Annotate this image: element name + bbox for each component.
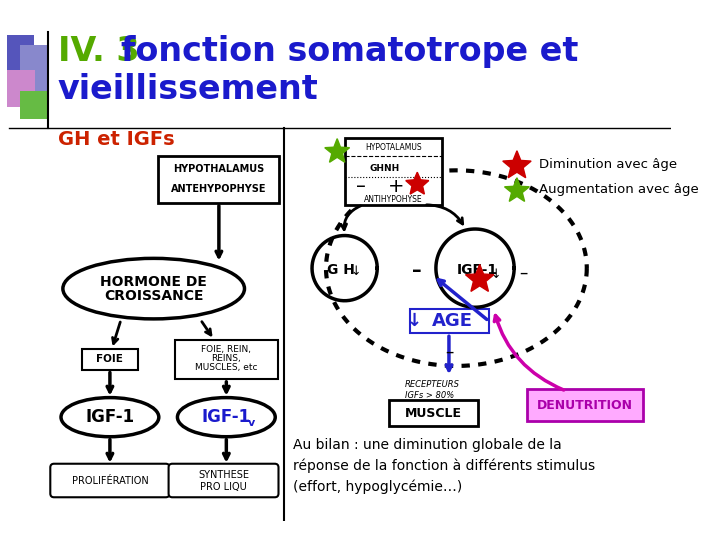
Polygon shape [505,178,529,201]
Text: –: – [445,343,453,361]
FancyBboxPatch shape [158,157,279,203]
Text: IGF-1: IGF-1 [456,263,498,277]
Text: FOIE, REIN,: FOIE, REIN, [202,345,251,354]
Text: HYPOTALAMUS: HYPOTALAMUS [365,143,422,152]
Text: FOIE: FOIE [96,354,123,364]
Text: SYNTHESE: SYNTHESE [198,470,249,480]
Text: AGE: AGE [432,312,473,330]
Text: ↓: ↓ [407,312,422,330]
Text: ↓: ↓ [490,268,501,281]
FancyBboxPatch shape [7,35,34,96]
FancyBboxPatch shape [345,138,442,205]
Text: IV. 3: IV. 3 [58,35,151,68]
Text: GHNH: GHNH [369,164,400,173]
Text: IGF-1: IGF-1 [86,408,135,426]
Text: Augmentation avec âge: Augmentation avec âge [539,184,699,197]
FancyBboxPatch shape [527,389,643,421]
FancyBboxPatch shape [50,464,169,497]
FancyBboxPatch shape [410,309,489,333]
Text: RECEPTEURS: RECEPTEURS [405,380,460,389]
Text: Diminution avec âge: Diminution avec âge [539,158,678,171]
Polygon shape [325,139,350,162]
Text: PRO LIQU: PRO LIQU [200,482,247,492]
Polygon shape [466,265,494,292]
Text: +: + [387,177,404,195]
FancyBboxPatch shape [175,340,278,379]
Polygon shape [503,151,531,178]
FancyBboxPatch shape [390,400,478,427]
Text: HYPOTHALAMUS: HYPOTHALAMUS [174,164,264,174]
Text: IGFs > 80%: IGFs > 80% [405,391,454,400]
FancyBboxPatch shape [20,45,47,91]
Text: GH et IGFs: GH et IGFs [58,130,174,149]
Text: ANTIHYPOHYSE: ANTIHYPOHYSE [364,195,423,204]
FancyBboxPatch shape [20,91,48,119]
Text: –: – [356,177,366,195]
Text: G H: G H [327,263,355,277]
FancyBboxPatch shape [82,349,138,370]
Text: ↓: ↓ [351,265,361,278]
Ellipse shape [61,397,159,437]
Text: CROISSANCE: CROISSANCE [104,289,204,303]
Text: ANTEHYPOPHYSE: ANTEHYPOPHYSE [171,184,266,194]
Text: DENUTRITION: DENUTRITION [537,399,633,411]
FancyBboxPatch shape [7,70,35,107]
Ellipse shape [63,258,245,319]
Text: –: – [413,260,422,280]
Text: vieillissement: vieillissement [58,72,318,105]
Text: IGF-1: IGF-1 [202,408,251,426]
Text: –: – [519,264,528,282]
Text: MUSCLE: MUSCLE [405,407,462,420]
Text: v: v [248,418,255,428]
Text: fonction somatotrope et: fonction somatotrope et [121,35,578,68]
Text: MUSCLES, etc: MUSCLES, etc [195,363,258,372]
Ellipse shape [177,397,275,437]
Text: Au bilan : une diminution globale de la
réponse de la fonction à différents stim: Au bilan : une diminution globale de la … [293,437,595,495]
Text: PROLIFÉRATION: PROLIFÉRATION [71,476,148,485]
FancyBboxPatch shape [168,464,279,497]
Text: REINS,: REINS, [212,354,241,363]
Text: HORMONE DE: HORMONE DE [100,275,207,289]
Polygon shape [406,172,429,194]
